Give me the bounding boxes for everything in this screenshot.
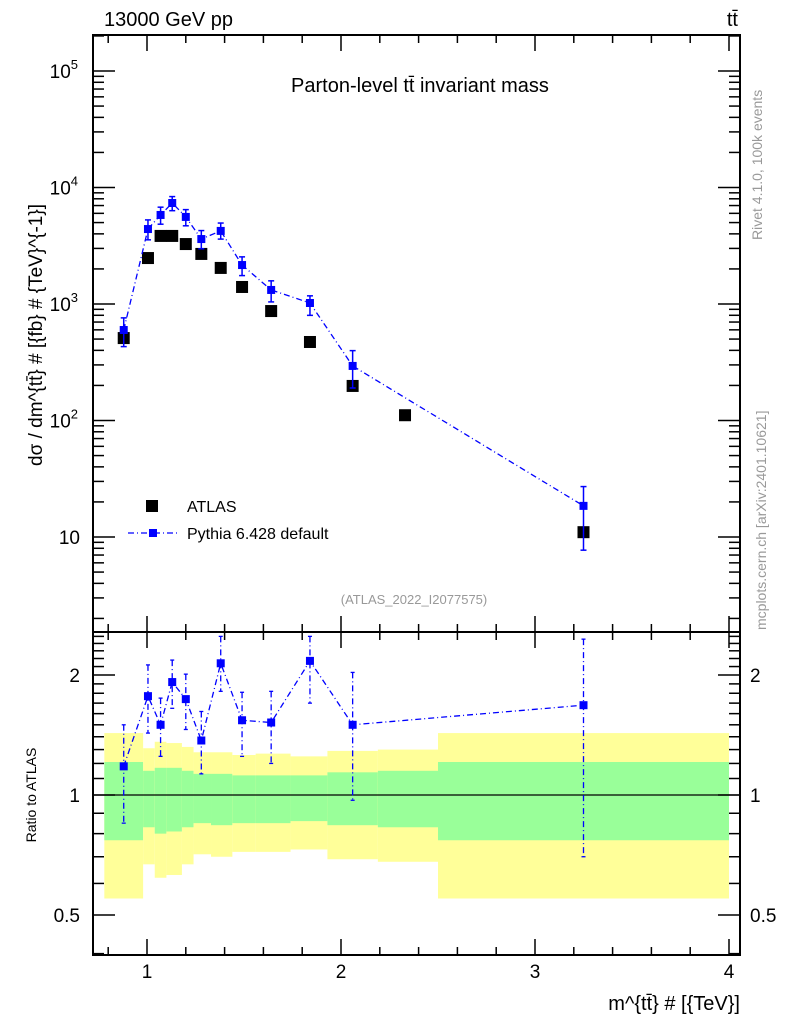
band-inner-bin xyxy=(104,761,144,841)
ratio-point xyxy=(143,692,152,701)
ratio-point xyxy=(156,720,165,729)
legend-atlas-marker xyxy=(146,500,158,512)
band-inner-bin xyxy=(255,775,291,824)
band-inner-bin xyxy=(232,775,256,824)
legend-atlas-label: ATLAS xyxy=(187,499,237,516)
atlas-point xyxy=(179,238,192,251)
band-inner-bin xyxy=(290,775,328,822)
atlas-point xyxy=(236,280,249,293)
legend-pythia-label: Pythia 6.428 default xyxy=(187,526,329,543)
band-inner-bin xyxy=(143,770,155,828)
analysis-label: (ATLAS_2022_I2077575) xyxy=(341,592,487,607)
atlas-point xyxy=(141,252,154,265)
x-tick-label: 1 xyxy=(142,962,153,983)
ratio-y-tick-label-left: 0.5 xyxy=(54,906,80,927)
atlas-point xyxy=(154,229,167,242)
atlas-point xyxy=(214,261,227,274)
pythia-point xyxy=(197,235,206,244)
ratio-pythia-line xyxy=(123,659,584,767)
x-tick-label: 4 xyxy=(724,962,735,983)
data-marks xyxy=(117,195,590,858)
pythia-point xyxy=(579,501,588,510)
ratio-y-axis-label: Ratio to ATLAS xyxy=(23,748,39,843)
band-inner-bin xyxy=(154,767,167,834)
ratio-point xyxy=(579,701,588,710)
pythia-point xyxy=(216,226,225,235)
ratio-y-tick-label-right: 2 xyxy=(750,666,761,687)
band-inner-bin xyxy=(211,773,233,826)
legend: ATLAS Pythia 6.428 default xyxy=(128,499,329,543)
pythia-point xyxy=(267,285,276,294)
header-right: tt̄ xyxy=(727,9,739,31)
rivet-label: Rivet 4.1.0, 100k events xyxy=(749,90,765,240)
pythia-point xyxy=(156,210,165,219)
y-axis-label: dσ / dm^{tt̄} # [{fb} # {TeV}^{-1}] xyxy=(26,204,47,466)
pythia-point xyxy=(348,361,357,370)
atlas-point xyxy=(303,335,316,348)
pythia-point xyxy=(168,199,177,208)
pythia-point xyxy=(238,261,247,270)
ratio-bands xyxy=(104,733,729,899)
lower-frame xyxy=(92,631,741,956)
ratio-point xyxy=(197,736,206,745)
legend-pythia-marker xyxy=(149,529,157,537)
x-axis-label: m^{tt̄} # [{TeV}] xyxy=(608,993,740,1015)
axes: 1 2 3 4 10 102 103 104 105 0.5 0.5 1 1 2 2 xyxy=(50,34,776,983)
atlas-point xyxy=(166,229,179,242)
pythia-point xyxy=(305,298,314,307)
x-tick-label: 3 xyxy=(530,962,541,983)
y-tick-label: 10 xyxy=(59,528,80,549)
ratio-point xyxy=(119,762,128,771)
ratio-point xyxy=(181,695,190,704)
y-tick-label: 105 xyxy=(50,57,78,83)
pythia-point xyxy=(119,326,128,335)
band-inner-bin xyxy=(166,767,182,832)
ratio-point xyxy=(305,656,314,665)
pythia-point xyxy=(143,225,152,234)
pythia-line xyxy=(123,202,584,507)
header-left: 13000 GeV pp xyxy=(104,9,233,31)
y-tick-label: 104 xyxy=(50,174,78,200)
ratio-y-tick-label-left: 2 xyxy=(69,666,80,687)
plot-title: Parton-level tt̄ invariant mass xyxy=(291,75,549,97)
ratio-y-tick-label-left: 1 xyxy=(69,786,80,807)
y-tick-label: 102 xyxy=(50,407,78,433)
atlas-point xyxy=(265,305,278,318)
ratio-point xyxy=(348,720,357,729)
atlas-point xyxy=(399,409,412,422)
ratio-point xyxy=(267,718,276,727)
x-tick-label: 2 xyxy=(336,962,347,983)
pythia-point xyxy=(181,212,190,221)
band-inner-bin xyxy=(181,770,194,828)
atlas-point xyxy=(195,247,208,260)
ratio-point xyxy=(168,678,177,687)
ratio-y-tick-label-right: 0.5 xyxy=(750,906,776,927)
mcplots-label: mcplots.cern.ch [arXiv:2401.10621] xyxy=(753,411,769,630)
ratio-point xyxy=(216,659,225,668)
band-inner-bin xyxy=(193,773,212,824)
band-inner-bin xyxy=(377,770,438,828)
ratio-point xyxy=(238,716,247,725)
ratio-y-tick-label-right: 1 xyxy=(750,786,761,807)
y-tick-label: 103 xyxy=(50,290,78,316)
